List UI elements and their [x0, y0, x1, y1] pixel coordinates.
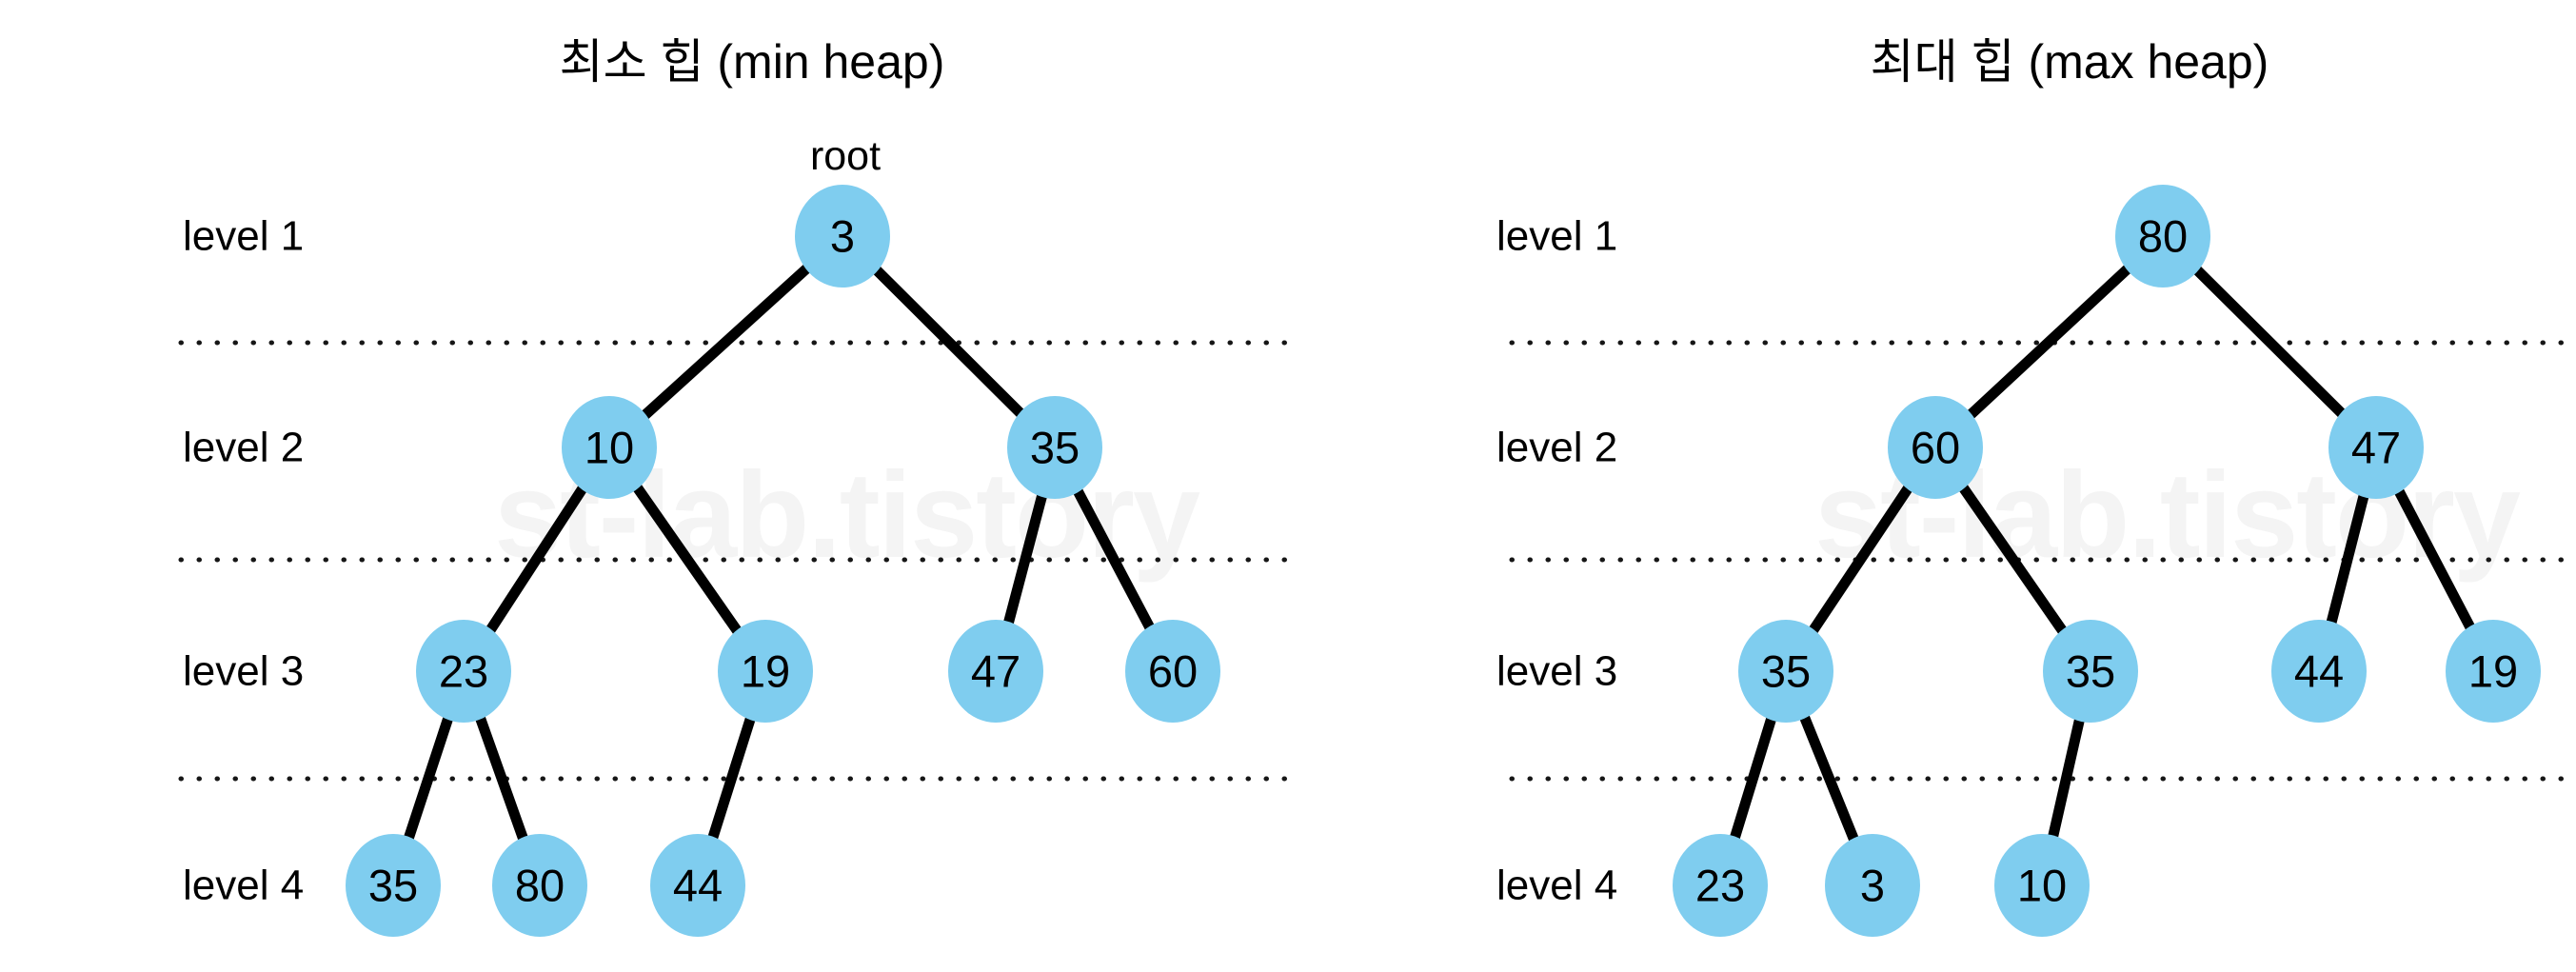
heap-node: 10 [1994, 834, 2090, 937]
heap-node-value: 10 [585, 423, 634, 473]
heap-node-circle [562, 396, 657, 499]
heap-node-circle [1125, 620, 1220, 723]
heap-node-value: 44 [2294, 646, 2344, 697]
heap-node: 19 [2446, 620, 2541, 723]
heap-node-value: 23 [1695, 861, 1745, 911]
level-label: level 4 [183, 863, 304, 909]
heap-node: 23 [416, 620, 511, 723]
level-label: level 1 [183, 213, 304, 260]
tree-edge [604, 230, 848, 453]
heap-node-value: 3 [830, 211, 855, 262]
heap-node: 47 [2328, 396, 2424, 499]
heap-node-circle [1673, 834, 1768, 937]
heap-node-value: 47 [2351, 423, 2401, 473]
heap-node: 3 [1825, 834, 1920, 937]
heap-node: 35 [1738, 620, 1833, 723]
heap-node-circle [2043, 620, 2138, 723]
min-heap-level-separators [178, 340, 1305, 782]
heap-node-circle [948, 620, 1043, 723]
heap-node-circle [1888, 396, 1983, 499]
heap-node: 3 [795, 185, 890, 288]
level-label: level 2 [183, 425, 304, 471]
heap-node-value: 19 [2468, 646, 2518, 697]
level-label: level 3 [1496, 648, 1617, 695]
heap-node-circle [718, 620, 813, 723]
root-label: root [810, 133, 881, 179]
level-label: level 2 [1496, 425, 1617, 471]
heap-node: 10 [562, 396, 657, 499]
min-heap-level-labels: level 1 level 2 level 3 level 4 [183, 213, 304, 909]
heap-node: 44 [650, 834, 745, 937]
heap-node-circle [1825, 834, 1920, 937]
heap-node-value: 35 [1761, 646, 1811, 697]
min-heap-nodes: 3 10 35 23 19 47 60 35 80 44 [346, 185, 1220, 937]
heap-node-value: 3 [1860, 861, 1885, 911]
heap-node-value: 44 [673, 861, 723, 911]
heap-node-value: 60 [1148, 646, 1198, 697]
heap-node-circle [2115, 185, 2210, 288]
heap-node: 23 [1673, 834, 1768, 937]
heap-node-value: 35 [368, 861, 418, 911]
heap-node-circle [2328, 396, 2424, 499]
heap-node-value: 35 [1030, 423, 1080, 473]
heap-node-value: 60 [1911, 423, 1960, 473]
tree-edge [837, 230, 1060, 453]
tree-edge [2157, 230, 2382, 453]
max-heap-title: 최대 힙 (max heap) [1871, 35, 2269, 89]
heap-node: 47 [948, 620, 1043, 723]
heap-node-value: 19 [741, 646, 790, 697]
heap-node: 60 [1125, 620, 1220, 723]
heap-node-circle [1738, 620, 1833, 723]
heap-node-circle [1007, 396, 1102, 499]
heap-node: 35 [346, 834, 441, 937]
heap-node-circle [2271, 620, 2367, 723]
heap-node-value: 10 [2017, 861, 2067, 911]
heap-node: 35 [2043, 620, 2138, 723]
heap-node-circle [492, 834, 587, 937]
heap-node: 80 [2115, 185, 2210, 288]
heap-node-circle [346, 834, 441, 937]
level-label: level 3 [183, 648, 304, 695]
heap-node: 44 [2271, 620, 2367, 723]
min-heap-title: 최소 힙 (min heap) [560, 35, 945, 89]
max-heap-nodes: 80 60 47 35 35 44 19 23 3 10 [1673, 185, 2541, 937]
heap-node-circle [416, 620, 511, 723]
level-label: level 4 [1496, 863, 1617, 909]
heap-node-circle [795, 185, 890, 288]
heap-node-circle [2446, 620, 2541, 723]
heap-node-value: 80 [515, 861, 565, 911]
heap-node-value: 35 [2066, 646, 2115, 697]
heap-node-circle [1994, 834, 2090, 937]
tree-edge [1930, 230, 2169, 453]
heap-node: 35 [1007, 396, 1102, 499]
heap-node: 19 [718, 620, 813, 723]
heap-node-value: 23 [439, 646, 488, 697]
heap-node-circle [650, 834, 745, 937]
heap-node-value: 80 [2138, 211, 2188, 262]
heap-node-value: 47 [971, 646, 1020, 697]
level-label: level 1 [1496, 213, 1617, 260]
max-heap-level-labels: level 1 level 2 level 3 level 4 [1496, 213, 1617, 909]
heap-node: 60 [1888, 396, 1983, 499]
heap-node: 80 [492, 834, 587, 937]
